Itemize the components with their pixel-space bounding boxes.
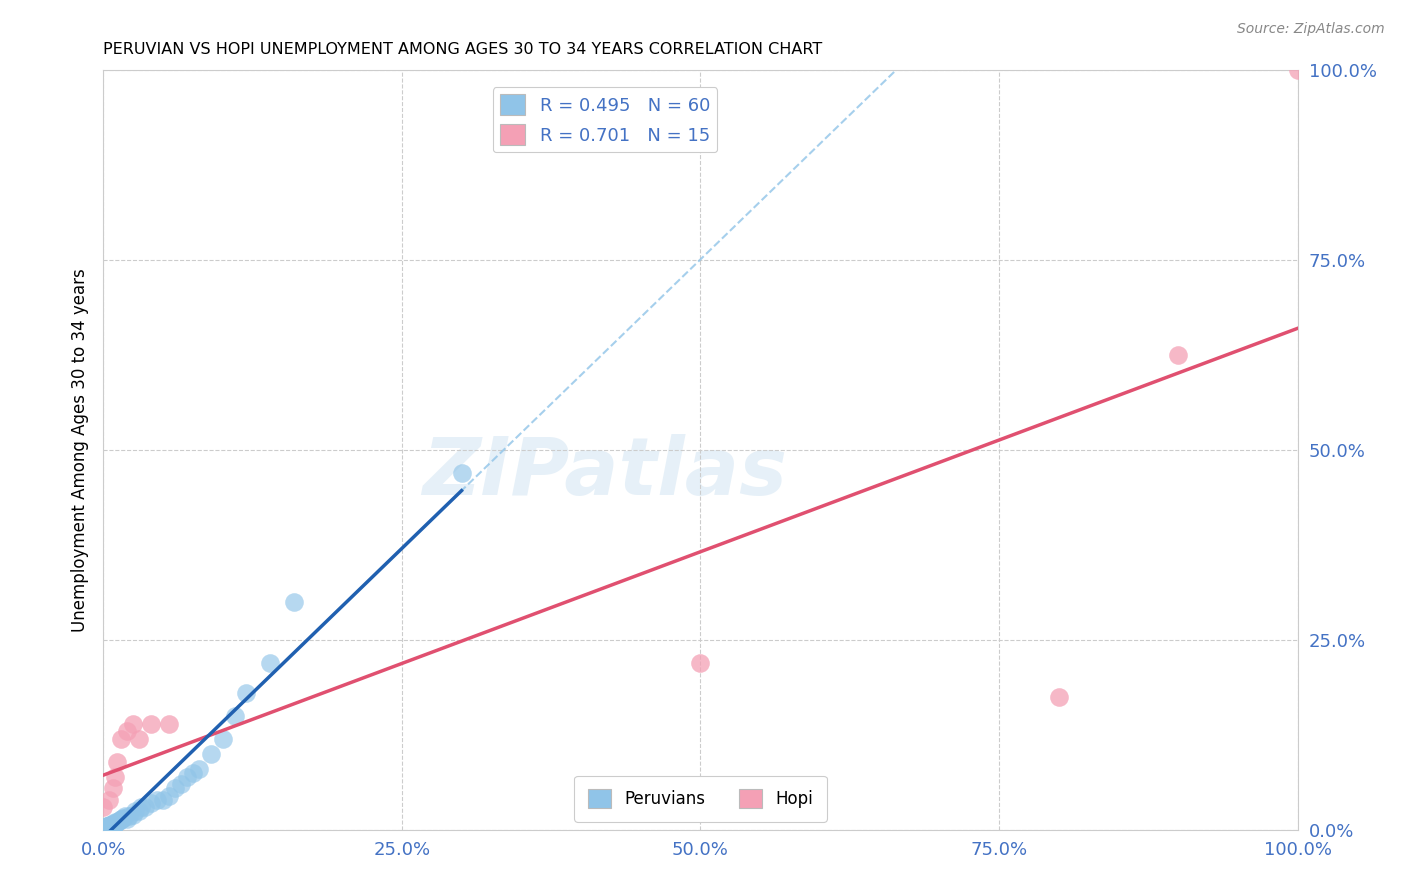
Point — [1047, 690, 1070, 705]
Legend: Peruvians, Hopi: Peruvians, Hopi — [575, 776, 827, 822]
Point — [111, 812, 134, 826]
Point — [211, 731, 233, 746]
Point — [108, 813, 131, 827]
Point — [131, 800, 153, 814]
Point — [93, 822, 115, 836]
Point — [157, 789, 180, 803]
Point — [100, 818, 122, 832]
Point — [128, 731, 150, 746]
Point — [689, 656, 711, 670]
Point — [96, 819, 118, 833]
Point — [139, 797, 162, 811]
Point — [122, 808, 145, 822]
Point — [98, 792, 121, 806]
Point — [107, 755, 129, 769]
Point — [91, 800, 114, 814]
Point — [200, 747, 222, 761]
Text: ZIPatlas: ZIPatlas — [422, 434, 787, 512]
Point — [110, 731, 132, 746]
Point — [97, 821, 120, 835]
Point — [91, 823, 114, 838]
Point — [98, 819, 121, 833]
Point — [96, 822, 118, 836]
Point — [110, 813, 132, 827]
Point — [103, 818, 125, 832]
Point — [118, 809, 141, 823]
Point — [98, 821, 121, 835]
Point — [91, 822, 114, 837]
Point — [107, 815, 129, 830]
Point — [124, 804, 146, 818]
Point — [1286, 63, 1309, 78]
Point — [101, 817, 124, 831]
Point — [98, 818, 121, 832]
Point — [94, 820, 117, 834]
Point — [157, 716, 180, 731]
Point — [104, 815, 127, 830]
Point — [93, 823, 115, 838]
Point — [105, 816, 128, 830]
Point — [1167, 348, 1189, 362]
Point — [283, 595, 305, 609]
Point — [91, 823, 114, 838]
Point — [170, 777, 193, 791]
Point — [128, 804, 150, 818]
Point — [104, 817, 127, 831]
Point — [101, 781, 124, 796]
Point — [187, 762, 209, 776]
Point — [98, 819, 121, 833]
Point — [224, 709, 246, 723]
Point — [101, 818, 124, 832]
Point — [181, 766, 204, 780]
Point — [114, 809, 136, 823]
Point — [112, 811, 135, 825]
Text: PERUVIAN VS HOPI UNEMPLOYMENT AMONG AGES 30 TO 34 YEARS CORRELATION CHART: PERUVIAN VS HOPI UNEMPLOYMENT AMONG AGES… — [103, 42, 823, 57]
Point — [450, 466, 472, 480]
Text: Source: ZipAtlas.com: Source: ZipAtlas.com — [1237, 22, 1385, 37]
Point — [235, 686, 257, 700]
Point — [107, 814, 129, 828]
Point — [146, 792, 169, 806]
Point — [259, 656, 281, 670]
Point — [104, 770, 127, 784]
Point — [115, 724, 138, 739]
Point — [103, 816, 125, 830]
Point — [97, 819, 120, 833]
Point — [96, 821, 118, 835]
Point — [94, 821, 117, 835]
Point — [122, 716, 145, 731]
Point — [152, 792, 174, 806]
Point — [139, 716, 162, 731]
Point — [115, 812, 138, 826]
Point — [163, 781, 186, 796]
Point — [94, 822, 117, 837]
Point — [91, 821, 114, 835]
Point — [91, 822, 114, 836]
Point — [93, 822, 115, 837]
Point — [100, 819, 122, 833]
Y-axis label: Unemployment Among Ages 30 to 34 years: Unemployment Among Ages 30 to 34 years — [72, 268, 89, 632]
Point — [176, 770, 198, 784]
Point — [134, 800, 156, 814]
Point — [98, 818, 121, 832]
